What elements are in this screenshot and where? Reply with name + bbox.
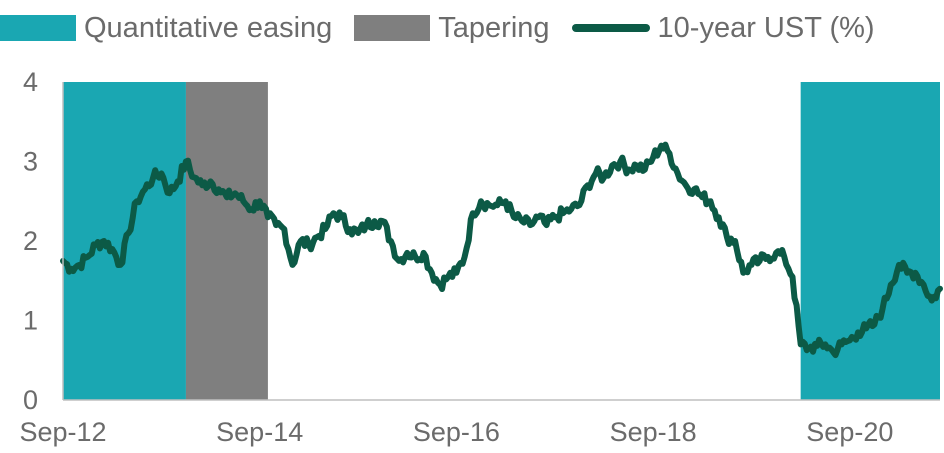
chart-legend: Quantitative easing Tapering 10-year UST… [0,8,897,48]
legend-label-10-year-ust: 10-year UST (%) [657,11,875,44]
legend-label-quantitative-easing: Quantitative easing [84,11,333,44]
legend-label-tapering: Tapering [438,11,550,44]
legend-swatch-tapering [354,15,431,41]
y-tick-label-4: 4 [23,67,38,97]
x-tick-label-sep-20: Sep-20 [806,417,893,447]
y-tick-label-3: 3 [23,147,38,177]
x-tick-label-sep-16: Sep-16 [413,417,500,447]
legend-item-10-year-ust: 10-year UST (%) [571,11,875,45]
legend-line-10-year-ust [571,24,650,32]
x-tick-label-sep-18: Sep-18 [610,417,697,447]
y-tick-label-1: 1 [23,306,38,336]
shaded-region-quantitative-easing-2 [800,82,940,400]
y-tick-label-2: 2 [23,226,38,256]
legend-item-quantitative-easing: Quantitative easing [0,12,332,45]
x-tick-label-sep-14: Sep-14 [216,417,303,447]
y-tick-label-0: 0 [23,385,38,415]
x-tick-label-sep-12: Sep-12 [19,417,106,447]
series-line-10-year-ust [60,141,943,359]
legend-item-tapering: Tapering [354,11,550,45]
legend-swatch-quantitative-easing [0,15,76,41]
shaded-region-tapering-1 [185,82,268,400]
